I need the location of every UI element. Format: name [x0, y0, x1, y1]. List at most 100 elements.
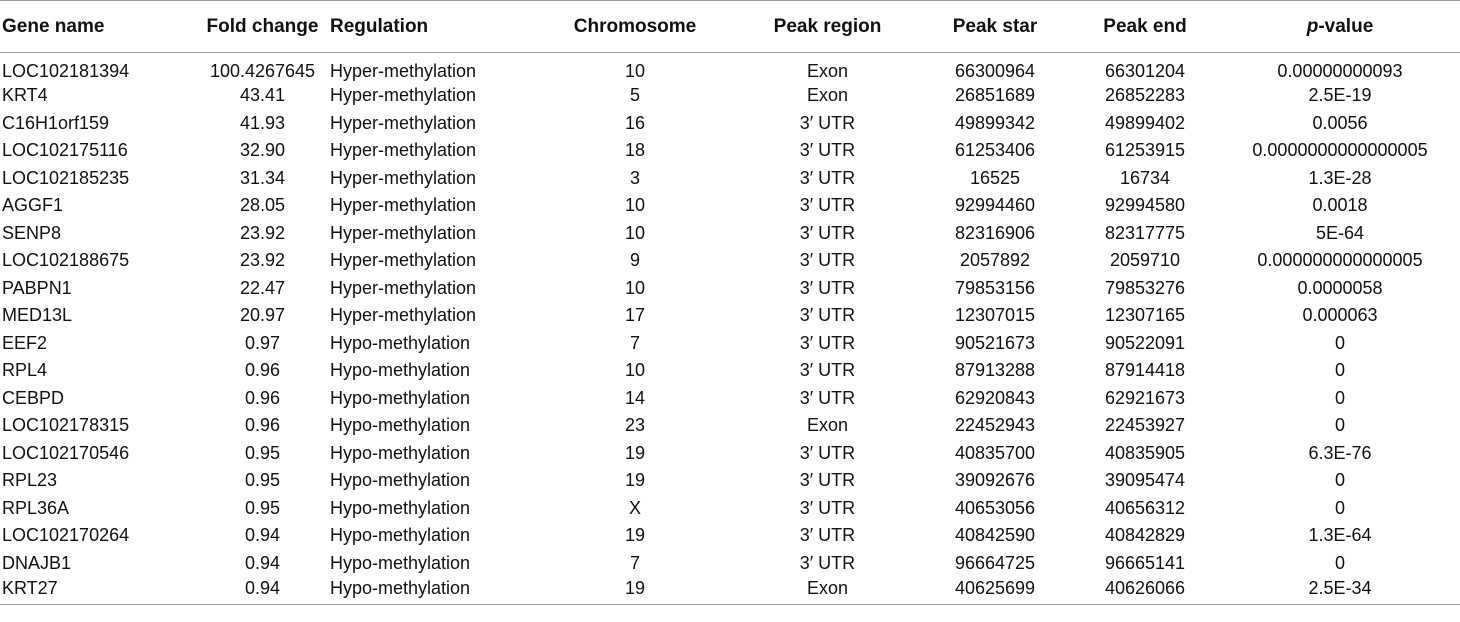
- cell-regulation: Hypo-methylation: [330, 415, 471, 436]
- cell-gene-name: LOC102175116: [2, 140, 128, 161]
- header-peak-region: Peak region: [735, 0, 920, 53]
- cell-peak-star: 39092676: [954, 470, 1036, 491]
- cell-peak-star: 26851689: [954, 85, 1036, 106]
- cell-peak-region: Exon: [806, 85, 849, 106]
- cell-fold-change: 0.94: [195, 577, 330, 605]
- cell-p-value: 1.3E-28: [1308, 167, 1372, 188]
- cell-regulation: Hyper-methylation: [330, 140, 477, 161]
- cell-peak-end: 16734: [1119, 167, 1171, 188]
- cell-p-value: 5E-64: [1315, 222, 1365, 243]
- cell-gene-name: RPL23: [2, 470, 58, 491]
- cell-regulation: Hypo-methylation: [330, 360, 471, 381]
- cell-peak-star: 90521673: [954, 332, 1036, 353]
- cell-gene-name: CEBPD: [2, 387, 65, 408]
- cell-peak-star: 49899342: [954, 112, 1036, 133]
- cell-fold-change: 0.95: [244, 442, 281, 463]
- cell-regulation: Hypo-methylation: [330, 497, 471, 518]
- cell-peak-region: 3′ UTR: [799, 525, 856, 546]
- cell-peak-region: Exon: [735, 577, 920, 605]
- table-row: RPL4 0.96 Hypo-methylation 10 3′ UTR 87913288…: [0, 357, 1460, 385]
- cell-chromosome: 19: [624, 470, 646, 491]
- cell-peak-star: 62920843: [954, 387, 1036, 408]
- cell-fold-change: 100.4267645: [209, 61, 316, 81]
- cell-gene-name: MED13L: [2, 305, 73, 326]
- cell-regulation: Hyper-methylation: [330, 250, 477, 271]
- cell-peak-star: 82316906: [954, 222, 1036, 243]
- cell-peak-end: 2059710: [1109, 250, 1181, 271]
- cell-peak-star: 40835700: [954, 442, 1036, 463]
- cell-chromosome: 7: [629, 332, 640, 353]
- cell-regulation: Hyper-methylation: [330, 61, 477, 81]
- cell-p-value: 2.5E-19: [1308, 85, 1372, 106]
- cell-p-value: 0.0056: [1312, 112, 1368, 133]
- cell-chromosome: 5: [629, 85, 640, 106]
- cell-peak-star: 66300964: [954, 61, 1036, 81]
- cell-p-value: 0: [1334, 415, 1345, 436]
- cell-peak-end: 79853276: [1104, 277, 1186, 298]
- cell-regulation: Hypo-methylation: [330, 525, 471, 546]
- cell-p-value: 0: [1334, 332, 1345, 353]
- cell-gene-name: AGGF1: [2, 195, 64, 216]
- cell-regulation: Hypo-methylation: [330, 577, 535, 605]
- cell-peak-region: Exon: [806, 415, 849, 436]
- cell-gene-name: SENP8: [2, 222, 62, 243]
- cell-fold-change: 23.92: [239, 250, 286, 271]
- cell-chromosome: 14: [624, 387, 646, 408]
- table-row: EEF2 0.97 Hypo-methylation 7 3′ UTR 90521673 9…: [0, 330, 1460, 358]
- cell-regulation: Hypo-methylation: [330, 442, 471, 463]
- table-row: LOC102188675 23.92 Hyper-methylation 9 3′ UT…: [0, 247, 1460, 275]
- cell-peak-star: 40842590: [954, 525, 1036, 546]
- table-row: KRT4 43.41 Hyper-methylation 5 Exon 26851689 2…: [0, 82, 1460, 110]
- cell-peak-region: 3′ UTR: [799, 552, 856, 573]
- cell-p-value: 1.3E-64: [1308, 525, 1372, 546]
- table-row: LOC102170264 0.94 Hypo-methylation 19 3′ UTR…: [0, 522, 1460, 550]
- table-row: KRT27 0.94 Hypo-methylation 19 Exon 40625699 4…: [0, 577, 1460, 605]
- table-row: MED13L 20.97 Hyper-methylation 17 3′ UTR 1230…: [0, 302, 1460, 330]
- cell-chromosome: 19: [624, 525, 646, 546]
- cell-chromosome: 17: [624, 305, 646, 326]
- cell-peak-end: 12307165: [1104, 305, 1186, 326]
- cell-peak-region: 3′ UTR: [799, 112, 856, 133]
- cell-fold-change: 22.47: [239, 277, 286, 298]
- cell-gene-name: RPL36A: [2, 497, 70, 518]
- header-peak-star: Peak star: [920, 0, 1070, 53]
- header-p-value-italic: p: [1306, 15, 1319, 37]
- header-gene-name: Gene name: [0, 0, 195, 53]
- cell-p-value: 0.0018: [1312, 195, 1368, 216]
- cell-regulation: Hyper-methylation: [330, 85, 477, 106]
- cell-p-value: 0.000000000000005: [1257, 250, 1423, 271]
- cell-peak-star: 16525: [969, 167, 1021, 188]
- cell-gene-name: RPL4: [2, 360, 48, 381]
- cell-p-value: 0.000063: [1302, 305, 1378, 326]
- table-row: LOC102178315 0.96 Hypo-methylation 23 Exon 22…: [0, 412, 1460, 440]
- cell-peak-region: 3′ UTR: [799, 360, 856, 381]
- table-row: LOC102170546 0.95 Hypo-methylation 19 3′ UTR…: [0, 440, 1460, 468]
- cell-peak-end: 39095474: [1104, 470, 1186, 491]
- cell-peak-star: 96664725: [954, 552, 1036, 573]
- table-row: PABPN1 22.47 Hyper-methylation 10 3′ UTR 7985…: [0, 275, 1460, 303]
- cell-regulation: Hypo-methylation: [330, 387, 471, 408]
- header-p-value: p-value: [1220, 0, 1460, 53]
- table-row: RPL23 0.95 Hypo-methylation 19 3′ UTR 3909267…: [0, 467, 1460, 495]
- cell-regulation: Hyper-methylation: [330, 277, 477, 298]
- cell-gene-name: LOC102170264: [2, 525, 130, 546]
- cell-chromosome: 10: [624, 277, 646, 298]
- cell-fold-change: 0.96: [244, 387, 281, 408]
- cell-peak-star: 40625699: [920, 577, 1070, 605]
- cell-peak-region: 3′ UTR: [799, 305, 856, 326]
- methylation-table: Gene name Fold change Regulation Chromos…: [0, 0, 1460, 605]
- cell-gene-name: LOC102188675: [2, 250, 130, 271]
- cell-peak-end: 26852283: [1104, 85, 1186, 106]
- cell-chromosome: 10: [624, 195, 646, 216]
- cell-peak-star: 22452943: [954, 415, 1036, 436]
- cell-fold-change: 20.97: [239, 305, 286, 326]
- cell-fold-change: 0.95: [244, 497, 281, 518]
- cell-peak-star: 87913288: [954, 360, 1036, 381]
- cell-p-value: 0: [1334, 552, 1345, 573]
- cell-p-value: 2.5E-34: [1220, 577, 1460, 605]
- cell-fold-change: 32.90: [239, 140, 286, 161]
- cell-p-value: 0: [1334, 360, 1345, 381]
- cell-gene-name: PABPN1: [2, 277, 72, 298]
- cell-gene-name: LOC102181394: [2, 61, 130, 81]
- cell-chromosome: 16: [624, 112, 646, 133]
